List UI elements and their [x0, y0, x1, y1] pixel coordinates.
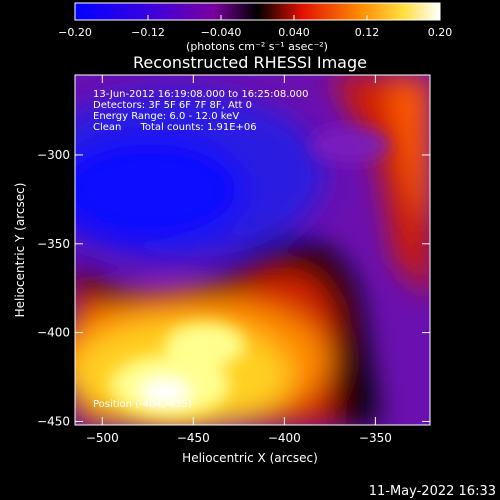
annotation-time: 13-Jun-2012 16:19:08.000 to 16:25:08.000 [93, 89, 309, 100]
y-tick-label: −350 [37, 237, 70, 251]
y-axis-label: Heliocentric Y (arcsec) [13, 183, 27, 318]
colorbar-tick-label: −0.12 [131, 26, 165, 39]
colorbar-tick-label: 0.12 [355, 26, 380, 39]
position-label: Position (-464,-435) [93, 399, 192, 410]
heatmap-image [75, 75, 430, 425]
colorbar-tick-label: 0.040 [278, 26, 310, 39]
x-tick-label: −350 [359, 431, 392, 445]
y-tick-label: −400 [37, 326, 70, 340]
colorbar-tick-label: −0.040 [201, 26, 242, 39]
colorbar-tick-label: −0.20 [58, 26, 92, 39]
x-axis-label: Heliocentric X (arcsec) [182, 451, 318, 465]
chart-title: Reconstructed RHESSI Image [133, 53, 367, 72]
colorbar-units: (photons cm⁻² s⁻¹ asec⁻²) [186, 40, 328, 53]
footer-timestamp: 11-May-2022 16:33 [369, 484, 496, 499]
colorbar [74, 2, 441, 21]
x-tick-label: −450 [177, 431, 210, 445]
annotation-clean: Clean Total counts: 1.91E+06 [93, 122, 257, 133]
y-tick-label: −450 [37, 414, 70, 428]
plot-frame [74, 74, 431, 426]
x-tick-label: −400 [268, 431, 301, 445]
colorbar-ticks: −0.20 −0.12 −0.040 0.040 0.12 0.20 [58, 15, 452, 39]
x-axis-ticks: −500 −450 −400 −350 [86, 75, 392, 445]
y-tick-label: −300 [37, 148, 70, 162]
y-axis-ticks: −300 −350 −400 −450 [37, 148, 430, 428]
colorbar-tick-label: 0.20 [428, 26, 453, 39]
annotation-detectors: Detectors: 3F 5F 6F 7F 8F, Att 0 [93, 100, 252, 111]
annotation-energy: Energy Range: 6.0 - 12.0 keV [93, 111, 239, 122]
annotations: 13-Jun-2012 16:19:08.000 to 16:25:08.000… [93, 89, 309, 410]
x-tick-label: −500 [86, 431, 119, 445]
